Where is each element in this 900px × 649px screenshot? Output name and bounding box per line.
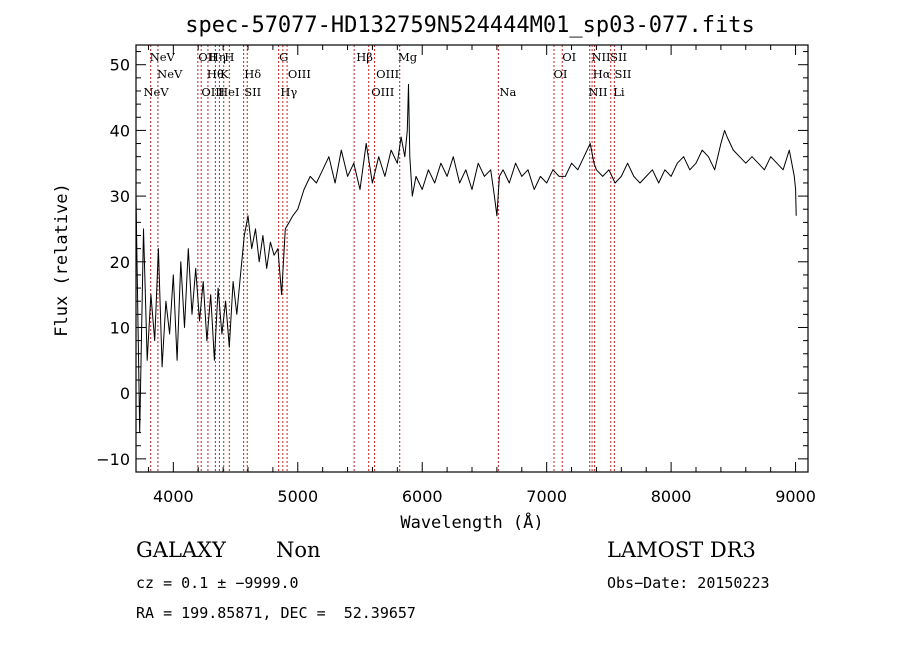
line-label-bot-2: HeI: [218, 85, 239, 99]
y-tick-label-3: 20: [110, 253, 130, 272]
x-tick-label-5: 9000: [775, 487, 816, 506]
y-tick-label-5: 40: [110, 121, 130, 140]
line-label-mid-1: Hθ: [207, 67, 224, 81]
object-class: GALAXY: [136, 538, 226, 562]
x-tick-label-2: 6000: [402, 487, 443, 506]
line-label-bot-3: SII: [244, 85, 261, 99]
y-tick-label-4: 30: [110, 187, 130, 206]
line-label-mid-0: NeV: [157, 67, 183, 81]
axis-ticks: 4000 5000 6000 7000 8000 9000 −10 0 10 20 30 40 50: [96, 45, 816, 506]
object-subclass: Non: [276, 538, 321, 562]
redshift-readout: cz = 0.1 ± −9999.0: [136, 574, 299, 592]
y-tick-label-2: 10: [110, 318, 130, 337]
observation-date: Obs−Date: 20150223: [607, 574, 770, 592]
x-tick-label-4: 8000: [651, 487, 692, 506]
line-label-mid-6: OI: [554, 67, 568, 81]
line-label-bot-0: NeV: [143, 85, 169, 99]
y-tick-label-0: −10: [96, 450, 130, 469]
marker-lines: [150, 45, 615, 472]
x-tick-label-0: 4000: [153, 487, 194, 506]
line-label-mid-4: OIII: [288, 67, 311, 81]
line-label-mid-3: Hδ: [244, 67, 261, 81]
spectrum-series: [135, 83, 797, 434]
line-label-bot-6: Na: [499, 85, 516, 99]
line-label-bot-7: NII: [588, 85, 607, 99]
plot-frame: [135, 44, 809, 473]
y-axis-label: Flux (relative): [52, 183, 72, 337]
line-label-mid-5: OIII: [376, 67, 399, 81]
line-label-top-0: NeV: [150, 50, 176, 64]
coordinates-readout: RA = 199.85871, DEC = 52.39657: [136, 604, 416, 622]
chart-title: spec-57077-HD132759N524444M01_sp03-077.f…: [185, 13, 755, 38]
x-tick-label-1: 5000: [277, 487, 318, 506]
x-tick-label-3: 7000: [526, 487, 567, 506]
line-label-top-7: OI: [562, 50, 576, 64]
y-tick-label-6: 50: [110, 56, 130, 75]
line-label-top-2: Hη: [209, 50, 226, 64]
x-axis-label: Wavelength (Å): [400, 511, 543, 533]
line-label-top-4: G: [279, 50, 288, 64]
line-label-mid-2: K: [220, 67, 229, 81]
line-label-top-3: H: [224, 50, 234, 64]
line-label-top-8: NII: [591, 50, 610, 64]
line-label-top-5: Hβ: [356, 50, 373, 64]
line-label-top-9: SII: [610, 50, 627, 64]
y-tick-label-1: 0: [120, 384, 130, 403]
survey-name: LAMOST DR3: [607, 538, 756, 562]
line-label-mid-8: SII: [614, 67, 631, 81]
line-label-top-6: Mg: [398, 50, 418, 64]
line-label-mid-7: Hα: [593, 67, 611, 81]
line-label-bot-8: Li: [613, 85, 625, 99]
line-label-bot-5: OIII: [371, 85, 394, 99]
line-label-top-1: OII: [198, 50, 217, 64]
line-label-bot-1: OIII: [201, 85, 224, 99]
spectrum-line: [135, 83, 797, 434]
line-label-bot-4: Hγ: [280, 85, 297, 99]
